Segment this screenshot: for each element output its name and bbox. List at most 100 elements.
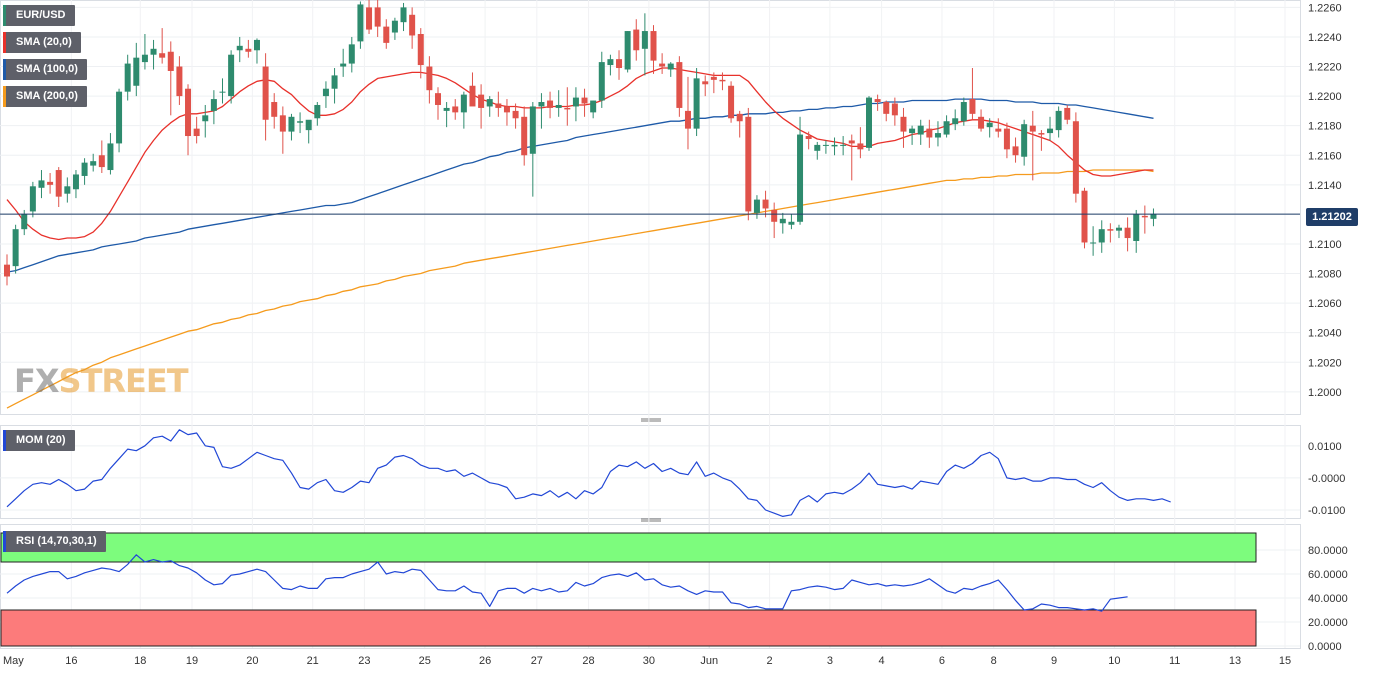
candle-body <box>797 134 804 222</box>
candle-body <box>90 161 97 166</box>
x-tick-label: 27 <box>531 655 543 667</box>
candle-body <box>978 116 985 129</box>
x-tick-label: 4 <box>879 655 885 667</box>
rsi-line <box>6 554 1128 612</box>
candle-body <box>1055 110 1062 131</box>
candle-body <box>934 133 941 138</box>
candle-body <box>176 66 183 97</box>
candle-body <box>883 102 890 114</box>
candle-body <box>840 144 847 146</box>
candle-body <box>917 125 924 135</box>
candle-body <box>676 62 683 108</box>
candle-body <box>81 162 88 176</box>
legend-sma20-label: SMA (20,0) <box>16 36 72 48</box>
candle-body <box>572 97 579 107</box>
candle-body <box>702 81 709 85</box>
candle-body <box>624 31 631 70</box>
x-tick-label: 18 <box>134 655 146 667</box>
candle-body <box>564 107 571 110</box>
candle-body <box>771 209 778 222</box>
rsi-tick-label: 80.0000 <box>1308 545 1348 557</box>
candle-body <box>538 102 545 107</box>
x-tick-label: 11 <box>1169 655 1180 667</box>
candle-body <box>141 54 148 63</box>
candle-body <box>167 51 174 71</box>
candle-body <box>909 128 916 134</box>
candle-body <box>1021 124 1028 157</box>
x-tick-label: May <box>3 655 24 667</box>
candle-body <box>1150 214 1157 219</box>
y-tick-label: 1.2100 <box>1308 239 1342 251</box>
y-tick-label: 1.2080 <box>1308 269 1342 281</box>
candle-body <box>521 116 528 156</box>
x-tick-label: 30 <box>643 655 655 667</box>
y-tick-label: 1.2020 <box>1308 357 1342 369</box>
candle-body <box>400 7 407 23</box>
mom-tick-label: -0.0000 <box>1308 473 1345 485</box>
candle-body <box>435 93 441 105</box>
candle-body <box>1115 227 1122 231</box>
sma200-swatch <box>3 86 6 107</box>
logo-street: STREET <box>58 362 189 400</box>
legend-rsi[interactable]: RSI (14,70,30,1) <box>3 531 106 552</box>
legend-sma200-label: SMA (200,0) <box>16 90 78 102</box>
y-tick-label: 1.2140 <box>1308 180 1342 192</box>
axes: 1.2000 1.2020 1.2040 1.2060 1.2080 1.2100 1.21… <box>3 2 1348 667</box>
candle-body <box>814 144 821 151</box>
current-price-badge: 1.21202 <box>1306 208 1358 226</box>
candle-body <box>366 7 373 30</box>
candle-body <box>926 128 933 138</box>
fxstreet-logo: FXSTREET <box>14 362 189 400</box>
legend-symbol[interactable]: EUR/USD <box>3 5 75 26</box>
sma200-line <box>6 169 1154 409</box>
candle-body <box>202 115 209 122</box>
y-tick-label: 1.2240 <box>1308 32 1342 44</box>
candle-body <box>952 118 959 125</box>
x-tick-label: 28 <box>582 655 594 667</box>
candle-body <box>598 62 605 101</box>
y-tick-label: 1.2060 <box>1308 298 1342 310</box>
x-tick-label: 9 <box>1051 655 1057 667</box>
panel-frame <box>0 0 1301 415</box>
candle-body <box>314 104 321 119</box>
candle-body <box>547 100 554 108</box>
x-tick-label: 2 <box>766 655 772 667</box>
candle-body <box>831 144 838 147</box>
candle-body <box>503 106 510 113</box>
rsi-layer <box>6 554 1128 612</box>
sma20-swatch <box>3 32 6 53</box>
x-tick-label: 15 <box>1279 655 1291 667</box>
candle-body <box>1064 107 1071 120</box>
candle-body <box>667 63 674 70</box>
candle-body <box>650 31 657 61</box>
legend-mom[interactable]: MOM (20) <box>3 430 75 451</box>
candle-body <box>1072 121 1079 194</box>
candle-body <box>12 229 19 267</box>
candle-body <box>512 110 519 119</box>
x-tick-label: 6 <box>939 655 945 667</box>
x-tick-label: 3 <box>827 655 833 667</box>
mom-swatch <box>3 430 6 451</box>
candle-body <box>29 186 36 212</box>
candle-body <box>443 107 450 111</box>
legend-sma100[interactable]: SMA (100,0) <box>3 59 87 80</box>
rsi-tick-label: 0.0000 <box>1308 641 1342 653</box>
candle-body <box>969 99 976 114</box>
candle-body <box>305 119 312 131</box>
candle-body <box>21 214 28 230</box>
candle-body <box>374 7 381 27</box>
candle-body <box>1081 190 1088 243</box>
legend-sma20[interactable]: SMA (20,0) <box>3 32 81 53</box>
candle-body <box>486 99 493 107</box>
rsi-tick-label: 60.0000 <box>1308 569 1348 581</box>
legend-sma200[interactable]: SMA (200,0) <box>3 86 87 107</box>
candle-body <box>219 91 226 93</box>
sma200-layer <box>6 169 1154 409</box>
legend-rsi-label: RSI (14,70,30,1) <box>16 535 97 547</box>
candle-body <box>943 121 950 135</box>
candle-body <box>1003 128 1010 150</box>
candle-body <box>960 102 967 122</box>
candle-body <box>1090 242 1097 244</box>
y-tick-label: 1.2180 <box>1308 121 1342 133</box>
